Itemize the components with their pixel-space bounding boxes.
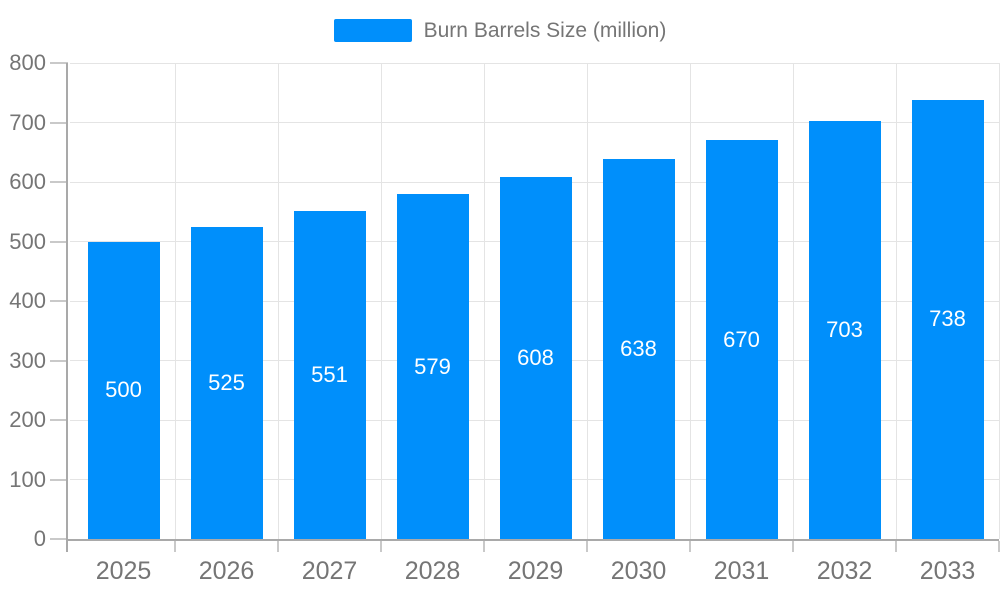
x-axis-label: 2025 — [95, 557, 152, 585]
gridline-vertical — [586, 63, 588, 539]
y-axis-tick — [50, 419, 68, 421]
y-axis-tick — [50, 538, 68, 540]
bar-2030[interactable] — [602, 159, 675, 539]
y-axis-tick — [50, 181, 68, 183]
legend-label: Burn Barrels Size (million) — [423, 19, 667, 42]
y-axis-label: 700 — [9, 109, 46, 135]
gridline-vertical — [380, 63, 382, 539]
gridline-vertical — [998, 63, 1000, 539]
x-axis-label: 2030 — [610, 557, 667, 585]
x-axis-tick — [792, 541, 794, 552]
gridline-horizontal — [70, 122, 999, 123]
gridline-vertical — [689, 63, 691, 539]
x-axis-line — [66, 539, 999, 541]
y-axis-label: 100 — [9, 466, 46, 492]
x-axis-tick — [689, 541, 691, 552]
x-axis-tick — [277, 541, 279, 552]
bar-2025[interactable] — [87, 241, 160, 539]
bar-2029[interactable] — [499, 177, 572, 539]
y-axis-label: 600 — [9, 169, 46, 194]
y-axis-tick — [50, 478, 68, 481]
x-axis-tick — [895, 541, 897, 552]
bar-2032[interactable] — [808, 120, 881, 539]
gridline-vertical — [792, 63, 794, 539]
y-axis-label: 0 — [33, 526, 46, 551]
gridline-vertical — [277, 63, 279, 539]
x-axis-label: 2027 — [301, 557, 358, 585]
legend-swatch-icon — [333, 19, 412, 42]
gridline-horizontal — [70, 62, 999, 64]
x-axis-label: 2028 — [404, 557, 461, 585]
y-axis-tick — [50, 62, 68, 64]
y-axis-tick — [50, 359, 68, 362]
x-axis-tick — [586, 541, 588, 552]
y-axis-tick — [50, 121, 68, 124]
x-axis-tick — [380, 541, 382, 552]
x-axis-label: 2029 — [507, 557, 564, 585]
bar-2026[interactable] — [190, 226, 263, 539]
bar-2033[interactable] — [911, 99, 984, 539]
y-axis-tick — [50, 240, 68, 243]
x-axis-label: 2031 — [713, 557, 770, 585]
y-axis-label: 200 — [9, 407, 46, 432]
x-axis-tick — [174, 541, 176, 552]
bar-2027[interactable] — [293, 211, 366, 539]
gridline-vertical — [174, 63, 176, 539]
y-axis-label: 300 — [9, 347, 46, 373]
x-axis-label: 2032 — [816, 557, 873, 585]
legend[interactable]: Burn Barrels Size (million) — [0, 19, 1000, 42]
x-axis-label: 2026 — [198, 557, 255, 585]
y-axis-label: 800 — [9, 50, 46, 75]
x-axis-label: 2033 — [919, 557, 976, 585]
bar-2028[interactable] — [396, 194, 469, 539]
y-axis-tick — [50, 300, 68, 302]
x-axis-tick — [483, 541, 485, 552]
y-axis-label: 400 — [9, 288, 46, 313]
bar-2031[interactable] — [705, 140, 778, 539]
x-axis-tick — [998, 541, 1000, 552]
gridline-vertical — [895, 63, 897, 539]
y-axis-label: 500 — [9, 228, 46, 254]
gridline-vertical — [483, 63, 485, 539]
y-axis-line — [66, 63, 68, 552]
